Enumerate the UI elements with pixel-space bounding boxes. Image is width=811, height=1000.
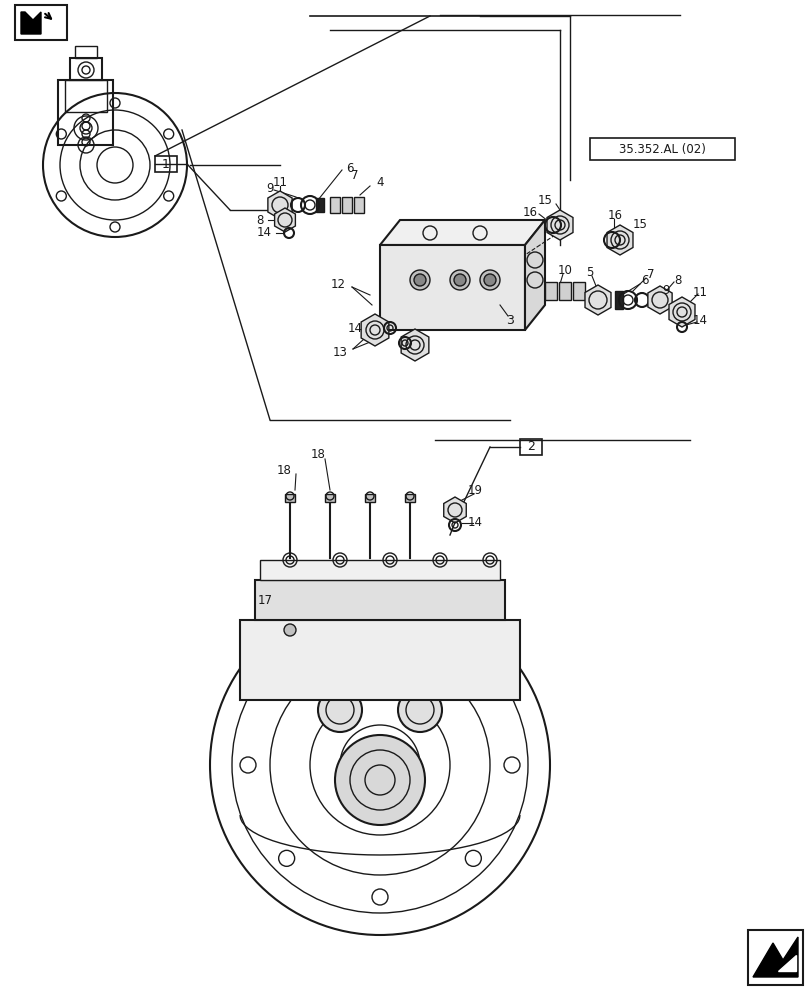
Polygon shape <box>380 245 525 330</box>
Polygon shape <box>584 285 610 315</box>
Circle shape <box>453 274 466 286</box>
Circle shape <box>479 270 500 290</box>
Circle shape <box>483 274 496 286</box>
Text: 18: 18 <box>310 448 325 462</box>
Polygon shape <box>525 220 544 330</box>
Polygon shape <box>547 210 573 240</box>
Text: 35.352.AL (02): 35.352.AL (02) <box>618 143 705 156</box>
Text: 3: 3 <box>505 314 513 326</box>
Bar <box>558 282 570 300</box>
Bar <box>58 80 113 145</box>
Text: 12: 12 <box>330 278 345 292</box>
Text: 16: 16 <box>521 206 537 219</box>
Text: 14: 14 <box>256 227 271 239</box>
Text: 14: 14 <box>467 516 482 528</box>
Polygon shape <box>443 497 466 523</box>
Text: 9: 9 <box>662 284 669 296</box>
Bar <box>255 580 504 620</box>
Bar <box>65 80 107 112</box>
Polygon shape <box>647 286 672 314</box>
Bar <box>315 198 324 212</box>
Text: 14: 14 <box>347 322 362 334</box>
Text: 1: 1 <box>162 158 169 171</box>
Polygon shape <box>361 314 388 346</box>
Circle shape <box>397 688 441 732</box>
Polygon shape <box>752 937 797 977</box>
Text: 19: 19 <box>467 484 482 496</box>
Polygon shape <box>668 297 694 327</box>
Bar <box>747 930 802 985</box>
Bar <box>590 138 734 160</box>
Bar <box>329 197 340 213</box>
Text: 8: 8 <box>673 273 681 286</box>
Text: 11: 11 <box>272 176 287 189</box>
Text: 9: 9 <box>266 182 273 195</box>
Text: 2: 2 <box>526 440 534 454</box>
Bar <box>573 282 584 300</box>
Text: 5: 5 <box>586 265 593 278</box>
Bar <box>324 494 335 502</box>
Bar <box>240 620 519 700</box>
Bar <box>15 5 67 40</box>
Bar <box>354 197 363 213</box>
Text: 17: 17 <box>257 593 272 606</box>
Circle shape <box>410 270 430 290</box>
Text: 10: 10 <box>557 263 572 276</box>
Bar <box>75 46 97 58</box>
Polygon shape <box>607 225 633 255</box>
Circle shape <box>335 735 424 825</box>
Text: 6: 6 <box>345 162 354 175</box>
Circle shape <box>318 688 362 732</box>
Text: 8: 8 <box>256 214 264 227</box>
Text: 16: 16 <box>607 209 622 222</box>
Polygon shape <box>380 220 544 245</box>
Text: 13: 13 <box>333 346 347 359</box>
Polygon shape <box>777 955 795 971</box>
Text: 4: 4 <box>375 176 384 189</box>
Polygon shape <box>21 12 41 34</box>
Text: 15: 15 <box>537 194 551 207</box>
Bar <box>544 282 556 300</box>
Circle shape <box>449 270 470 290</box>
Text: 6: 6 <box>641 273 648 286</box>
Circle shape <box>284 624 296 636</box>
Bar <box>155 156 177 172</box>
Bar <box>341 197 351 213</box>
Polygon shape <box>274 208 295 232</box>
Bar <box>260 560 500 580</box>
Circle shape <box>414 274 426 286</box>
Bar <box>614 291 622 309</box>
Bar <box>365 494 375 502</box>
Text: 7: 7 <box>646 267 654 280</box>
Text: 7: 7 <box>351 169 358 182</box>
Bar <box>285 494 294 502</box>
Bar <box>519 439 541 455</box>
Bar <box>70 58 102 80</box>
Text: 14: 14 <box>692 314 706 326</box>
Text: 18: 18 <box>277 464 291 477</box>
Text: 15: 15 <box>632 218 646 231</box>
Polygon shape <box>268 191 292 219</box>
Polygon shape <box>401 329 428 361</box>
Bar <box>405 494 414 502</box>
Text: 11: 11 <box>692 286 706 298</box>
